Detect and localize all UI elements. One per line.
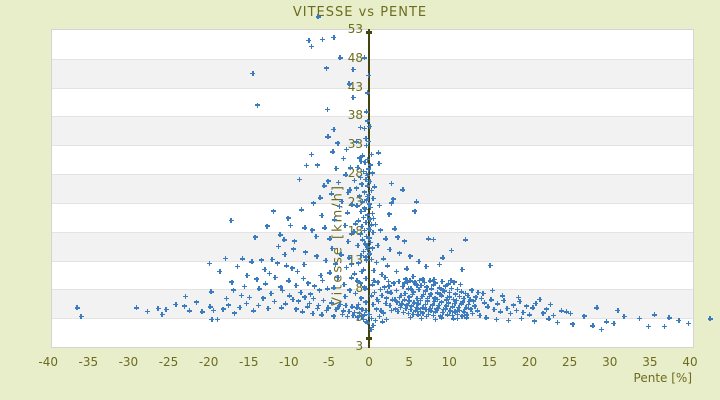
x-axis-title: Pente [%] — [633, 371, 692, 385]
plot-band — [52, 289, 693, 319]
chart-title: VITESSE vs PENTE — [292, 5, 428, 20]
x-tick-label: -5 — [322, 355, 335, 369]
plot-band — [52, 145, 693, 175]
x-tick-label: -15 — [238, 355, 259, 369]
scatter-point — [707, 316, 713, 322]
y-tick-label: 18 — [347, 223, 364, 238]
plot-band — [52, 174, 693, 203]
y-axis-edge-label: 3 — [355, 339, 364, 353]
y-tick-label: 28 — [347, 166, 364, 181]
y-tick-label: 43 — [347, 79, 364, 94]
y-tick-label: 23 — [347, 194, 364, 209]
x-tick-label: 10 — [441, 355, 457, 369]
x-tick-label: 35 — [642, 355, 658, 369]
x-tick-label: -35 — [78, 355, 99, 369]
zero-axis-tick — [366, 337, 373, 340]
x-tick-label: 30 — [602, 355, 618, 369]
plot-band — [52, 260, 693, 290]
plot-band — [52, 202, 693, 232]
x-tick-label: 15 — [481, 355, 498, 369]
gridline — [52, 232, 693, 233]
gridline — [52, 116, 693, 117]
x-tick-label: 25 — [562, 355, 578, 369]
gridline — [52, 318, 693, 319]
gridline — [52, 289, 693, 290]
x-tick-label: -25 — [158, 355, 179, 369]
y-tick-label: 13 — [347, 252, 364, 267]
plot-band — [52, 116, 693, 146]
plot-band — [52, 87, 693, 117]
y-tick-label: 48 — [347, 50, 364, 65]
plot-band — [52, 318, 693, 347]
zero-axis-line — [368, 29, 371, 348]
gridline — [52, 145, 693, 146]
gridline — [52, 261, 693, 262]
y-tick-label: 33 — [347, 137, 364, 152]
y-tick-label: 38 — [347, 108, 364, 123]
plot-band — [52, 231, 693, 261]
plot-band — [52, 58, 693, 88]
y-tick-label: 53 — [347, 22, 364, 36]
x-tick-label: -30 — [118, 355, 139, 369]
plot-area — [51, 29, 694, 348]
plot-band — [52, 30, 693, 59]
x-tick-label: 40 — [682, 355, 698, 369]
x-tick-label: -10 — [279, 355, 299, 369]
x-tick-label: -20 — [198, 355, 219, 369]
gridline — [52, 174, 693, 175]
x-tick-label: 20 — [521, 355, 538, 369]
y-tick-label: 3 — [355, 310, 364, 325]
x-tick-label: -40 — [38, 355, 58, 369]
y-tick-label: 8 — [355, 281, 364, 296]
x-tick-label: 5 — [405, 355, 414, 369]
gridline — [52, 203, 693, 204]
gridline — [52, 88, 693, 89]
x-tick-label: 0 — [365, 355, 373, 369]
gridline — [52, 59, 693, 60]
zero-axis-tick — [366, 31, 373, 34]
